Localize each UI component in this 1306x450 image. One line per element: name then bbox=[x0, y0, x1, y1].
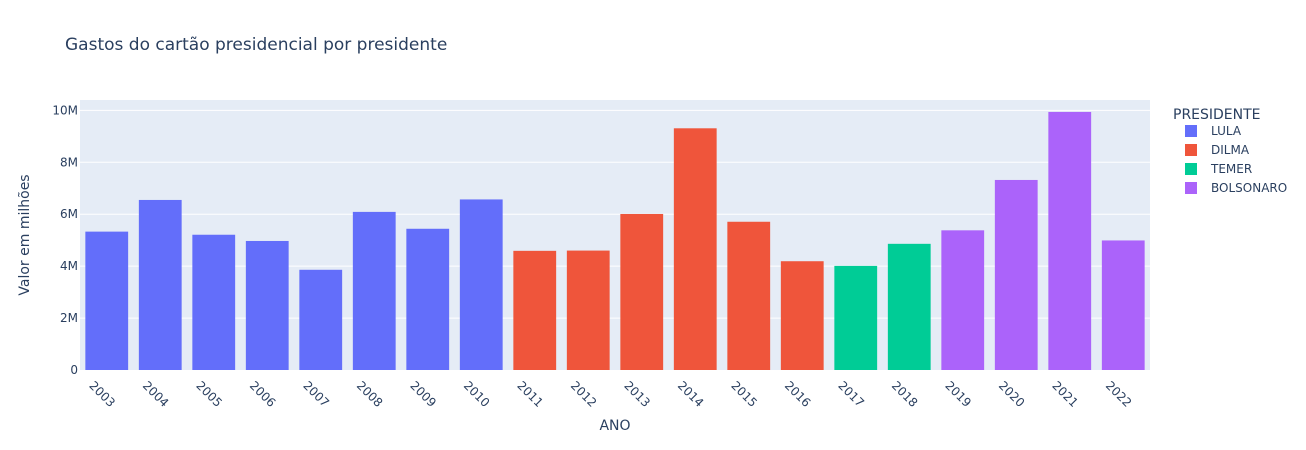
y-tick-label: 2M bbox=[60, 311, 78, 325]
x-tick-label: 2016 bbox=[782, 378, 813, 409]
bar-2003[interactable] bbox=[85, 231, 129, 370]
legend-label[interactable]: DILMA bbox=[1211, 143, 1250, 157]
bar-2006[interactable] bbox=[245, 240, 289, 370]
x-tick-label: 2011 bbox=[514, 378, 545, 409]
y-tick-label: 6M bbox=[60, 207, 78, 221]
bar-2019[interactable] bbox=[941, 230, 985, 370]
x-tick-label: 2022 bbox=[1103, 378, 1134, 409]
x-tick-label: 2014 bbox=[675, 378, 706, 409]
x-tick-label: 2013 bbox=[621, 378, 652, 409]
x-tick-label: 2009 bbox=[407, 378, 438, 409]
y-axis-title: Valor em milhões bbox=[17, 174, 33, 295]
y-tick-label: 0 bbox=[70, 363, 78, 377]
bar-2004[interactable] bbox=[138, 199, 182, 370]
y-tick-label: 4M bbox=[60, 259, 78, 273]
bar-2007[interactable] bbox=[299, 269, 343, 370]
x-axis-ticks: 2003 2004 2005 2006 2007 2008 2009 2010 2011 2012… bbox=[86, 378, 1134, 409]
x-tick-label: 2007 bbox=[300, 378, 331, 409]
bar-2012[interactable] bbox=[566, 250, 610, 370]
x-tick-label: 2010 bbox=[461, 378, 492, 409]
bars bbox=[85, 111, 1145, 370]
bar-2005[interactable] bbox=[192, 234, 236, 370]
bar-2022[interactable] bbox=[1101, 240, 1145, 370]
bar-2009[interactable] bbox=[406, 228, 450, 370]
bar-2021[interactable] bbox=[1048, 111, 1092, 370]
bar-2011[interactable] bbox=[513, 250, 557, 370]
legend-label[interactable]: TEMER bbox=[1210, 162, 1252, 176]
legend-title: PRESIDENTE bbox=[1173, 107, 1261, 123]
bar-2013[interactable] bbox=[620, 213, 664, 370]
legend-swatch[interactable] bbox=[1185, 163, 1197, 175]
y-axis-ticks: 0 2M 4M 6M 8M 10M bbox=[52, 103, 78, 377]
legend-label[interactable]: LULA bbox=[1211, 124, 1242, 138]
x-tick-label: 2005 bbox=[193, 378, 224, 409]
y-tick-label: 10M bbox=[52, 103, 78, 117]
bar-2015[interactable] bbox=[727, 221, 771, 370]
legend: PRESIDENTE LULA DILMA TEMER BOLSONARO bbox=[1173, 107, 1287, 195]
plot-area bbox=[80, 100, 1150, 370]
bar-2014[interactable] bbox=[673, 128, 717, 370]
y-tick-label: 8M bbox=[60, 155, 78, 169]
x-tick-label: 2018 bbox=[889, 378, 920, 409]
x-tick-label: 2012 bbox=[568, 378, 599, 409]
x-axis-title: ANO bbox=[599, 418, 630, 434]
legend-swatch[interactable] bbox=[1185, 125, 1197, 137]
x-tick-label: 2019 bbox=[942, 378, 973, 409]
bar-2016[interactable] bbox=[780, 261, 824, 370]
bar-2020[interactable] bbox=[994, 179, 1038, 370]
x-tick-label: 2020 bbox=[996, 378, 1027, 409]
legend-swatch[interactable] bbox=[1185, 182, 1197, 194]
legend-swatch[interactable] bbox=[1185, 144, 1197, 156]
x-tick-label: 2015 bbox=[728, 378, 759, 409]
chart-title: Gastos do cartão presidencial por presid… bbox=[65, 35, 447, 55]
bar-2008[interactable] bbox=[352, 211, 396, 370]
x-tick-label: 2006 bbox=[247, 378, 278, 409]
bar-2017[interactable] bbox=[834, 265, 878, 370]
legend-label[interactable]: BOLSONARO bbox=[1211, 181, 1287, 195]
x-tick-label: 2021 bbox=[1049, 378, 1080, 409]
bar-2018[interactable] bbox=[887, 243, 931, 370]
x-tick-label: 2008 bbox=[354, 378, 385, 409]
bar-2010[interactable] bbox=[459, 199, 503, 370]
x-tick-label: 2004 bbox=[140, 378, 171, 409]
x-tick-label: 2003 bbox=[86, 378, 117, 409]
x-tick-label: 2017 bbox=[835, 378, 866, 409]
